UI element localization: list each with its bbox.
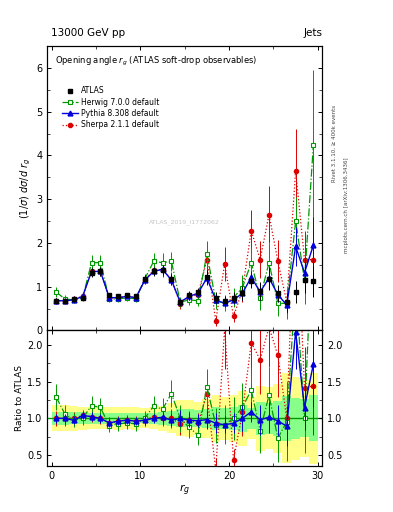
Text: Jets: Jets — [303, 28, 322, 38]
Text: Opening angle $r_g$ (ATLAS soft-drop observables): Opening angle $r_g$ (ATLAS soft-drop obs… — [55, 55, 258, 68]
Legend: ATLAS, Herwig 7.0.0 default, Pythia 8.308 default, Sherpa 2.1.1 default: ATLAS, Herwig 7.0.0 default, Pythia 8.30… — [59, 84, 162, 132]
Text: mcplots.cern.ch [arXiv:1306.3436]: mcplots.cern.ch [arXiv:1306.3436] — [344, 157, 349, 252]
Y-axis label: Ratio to ATLAS: Ratio to ATLAS — [15, 365, 24, 431]
Text: Rivet 3.1.10, ≥ 400k events: Rivet 3.1.10, ≥ 400k events — [332, 105, 337, 182]
X-axis label: $r_g$: $r_g$ — [179, 482, 190, 498]
Y-axis label: $(1/\sigma)\ d\sigma/d\ r_g$: $(1/\sigma)\ d\sigma/d\ r_g$ — [19, 158, 33, 219]
Text: ATLAS_2019_I1772062: ATLAS_2019_I1772062 — [149, 220, 220, 225]
Text: 13000 GeV pp: 13000 GeV pp — [51, 28, 125, 38]
